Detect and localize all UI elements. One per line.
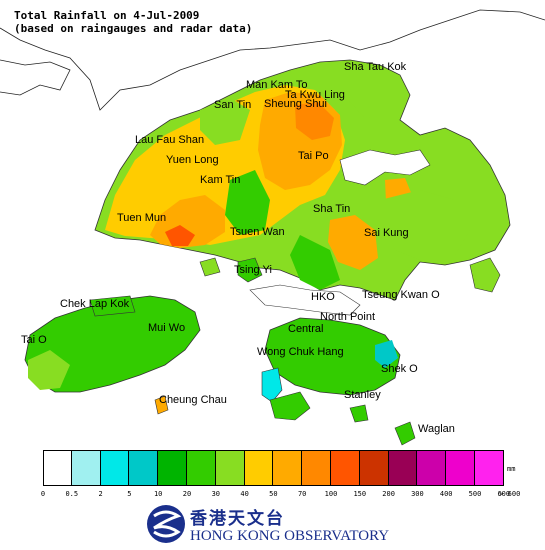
legend-swatch: [129, 450, 159, 486]
place-label: Man Kam To: [246, 79, 308, 91]
legend-tick-label: 600: [497, 490, 511, 498]
tsing-yi-island: [237, 257, 263, 283]
place-label: Waglan: [418, 423, 455, 435]
legend-ticks: 0 0.5 2 5 10 20 30 40 50 70 100 150 200 300 400 500 600 >…: [0, 490, 545, 502]
place-label: Ta Kwu Ling: [285, 89, 345, 101]
south-east-islands: [394, 421, 416, 446]
place-label: Mui Wo: [148, 322, 185, 334]
east-islands: [469, 257, 501, 293]
rainfall-legend: [43, 450, 504, 486]
place-label: Tseung Kwan O: [362, 289, 440, 301]
legend-tick-label: 50: [269, 490, 278, 498]
legend-swatch: [388, 450, 418, 486]
rain-zone-green-5: [348, 72, 405, 118]
rain-zone-green-2: [380, 190, 470, 260]
legend-tick-label: 30: [211, 490, 221, 498]
legend-tick-label: 100: [324, 490, 338, 498]
place-label: Tsing Yi: [234, 264, 272, 276]
lamma-island: [261, 367, 283, 403]
place-label: Tai Po: [298, 150, 329, 162]
legend-swatch: [330, 450, 360, 486]
place-label: Central: [288, 323, 323, 335]
place-label: HKO: [311, 291, 335, 303]
rain-zone-green-4: [200, 98, 250, 145]
legend-swatch: [474, 450, 504, 486]
place-label: San Tin: [214, 99, 251, 111]
legend-swatch: [244, 450, 274, 486]
legend-tick-label: 0: [40, 490, 46, 498]
legend-swatch: [359, 450, 389, 486]
tolo-harbour: [339, 149, 431, 186]
legend-tick-label: 70: [297, 490, 307, 498]
legend-tick-label: 150: [353, 490, 367, 498]
legend-swatch: [273, 450, 303, 486]
legend-tick-label: 20: [182, 490, 192, 498]
legend-swatch: [215, 450, 245, 486]
legend-tick-label: 300: [411, 490, 424, 498]
place-labels: Sha Tau Kok Man Kam To Ta Kwu Ling Sheun…: [21, 61, 455, 435]
place-label: Stanley: [344, 389, 381, 401]
shenzhen-outline: [0, 9, 545, 111]
logo-chinese: 香港天文台: [190, 509, 285, 529]
place-label: Cheung Chau: [159, 394, 227, 406]
hko-emblem-icon: [147, 505, 185, 543]
map-title: Total Rainfall on 4-Jul-2009: [14, 9, 200, 22]
legend-swatch: [302, 450, 331, 486]
legend-tick-label: 5: [127, 490, 132, 498]
legend-swatch: [158, 450, 187, 486]
legend-swatch: [186, 450, 216, 486]
place-label: Sheung Shui: [264, 98, 327, 110]
legend-tick-label: 0.5: [65, 490, 79, 498]
lantau-north-islands: [199, 257, 221, 277]
place-label: Chek Lap Kok: [60, 298, 130, 310]
legend-swatch: [446, 450, 475, 486]
legend-tick-label: 2: [98, 490, 103, 498]
rain-zone-green-1: [225, 170, 270, 235]
victoria-harbour: [249, 284, 361, 316]
legend-swatch: [417, 450, 447, 486]
rain-zone-green-3: [290, 235, 340, 290]
legend-swatch: [43, 450, 72, 486]
legend-swatch: [71, 450, 101, 486]
legend-tick-label: 10: [153, 490, 163, 498]
logo-english: HONG KONG OBSERVATORY: [190, 528, 390, 544]
legend-swatch: [100, 450, 130, 486]
place-label: Shek O: [381, 363, 418, 375]
coast-west: [0, 59, 71, 96]
place-label: Wong Chuk Hang: [257, 346, 344, 358]
legend-tick-label: 500: [468, 490, 482, 498]
place-label: Tuen Mun: [117, 212, 166, 224]
map-subtitle: (based on raingauges and radar data): [14, 22, 253, 35]
place-label: Sai Kung: [364, 227, 409, 239]
legend-tick-label: 400: [439, 490, 453, 498]
lamma-south: [269, 391, 311, 421]
cheung-chau-island: [154, 395, 169, 415]
rain-zone-darkorange-tm: [165, 225, 195, 246]
place-label: Tsuen Wan: [230, 226, 285, 238]
place-label: Sha Tau Kok: [344, 61, 407, 73]
legend-tick-label: > 600: [499, 490, 521, 498]
place-label: Tai O: [21, 334, 47, 346]
place-label: North Point: [320, 311, 375, 323]
po-toi: [349, 404, 369, 423]
lantau-west: [28, 350, 70, 390]
legend-tick-label: 200: [382, 490, 395, 498]
legend-tick-label: 40: [240, 490, 249, 498]
rain-zone-cyan-shek-o: [375, 340, 398, 368]
rain-zone-darkorange-ss: [295, 102, 334, 140]
place-label: Lau Fau Shan: [135, 134, 204, 146]
rain-zone-orange-sk: [328, 215, 378, 270]
place-label: Sha Tin: [313, 203, 350, 215]
chek-lap-kok: [89, 295, 136, 317]
hko-logo: 香港天文台 HONG KONG OBSERVATORY: [146, 502, 406, 548]
place-label: Yuen Long: [166, 154, 219, 166]
place-label: Kam Tin: [200, 174, 240, 186]
legend-unit: mm: [507, 465, 516, 473]
